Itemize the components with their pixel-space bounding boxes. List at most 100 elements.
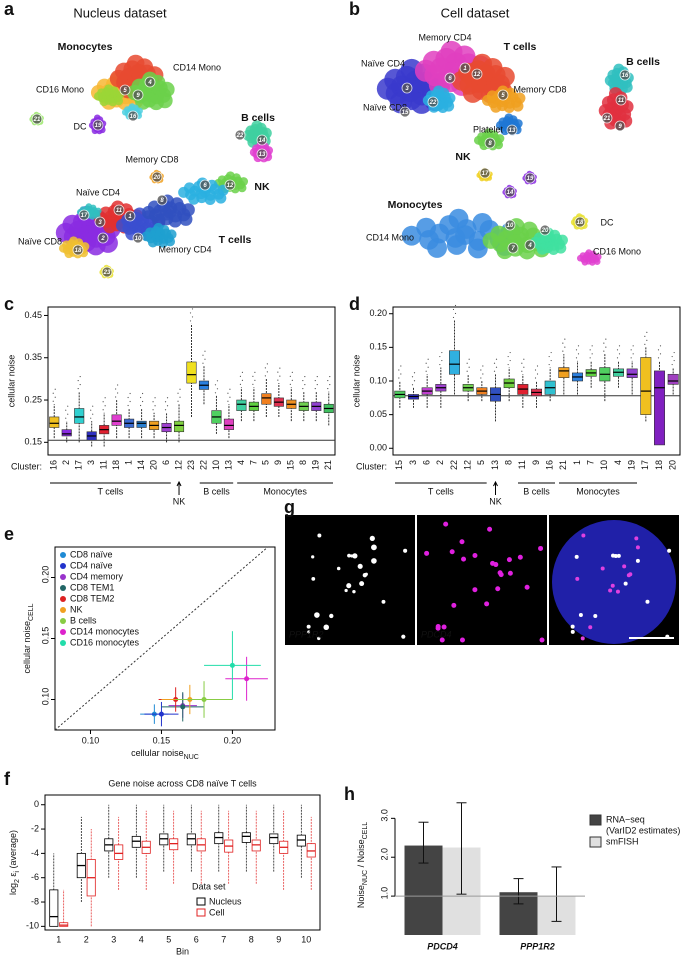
cluster-badge [256, 134, 268, 146]
x-tick-label: 13 [223, 460, 233, 470]
x-tick-label: 2 [84, 934, 89, 944]
smfish-dot [507, 570, 513, 576]
x-tick-label: 6 [194, 934, 199, 944]
smfish-dot [311, 555, 315, 559]
smfish-dot [443, 521, 449, 527]
cluster-badge [101, 266, 113, 278]
cluster-label: 21 [33, 117, 41, 123]
group-label: NK [254, 181, 270, 193]
group-label: NK [455, 151, 471, 163]
outlier-dot [425, 370, 427, 372]
x-tick-label: 17 [640, 460, 650, 470]
cell-dots [103, 220, 117, 234]
outlier-dot [67, 405, 69, 407]
panel-title: Nucleus dataset [73, 5, 167, 20]
outlier-dot [102, 401, 104, 403]
cell-dots [64, 249, 74, 259]
outlier-dot [575, 357, 578, 359]
outlier-dot [239, 383, 242, 385]
cluster-label: 6 [448, 76, 452, 82]
smfish-dot [352, 589, 356, 594]
outlier-dot [657, 357, 660, 359]
point [201, 697, 207, 702]
smfish-dot [616, 553, 621, 558]
cluster-badge [94, 216, 106, 228]
outlier-dot [618, 353, 621, 355]
outlier-dot [179, 396, 181, 398]
outlier-dot [630, 349, 632, 351]
smfish-dot [435, 625, 441, 631]
outlier-dot [141, 392, 144, 395]
legend-label: smFISH [606, 836, 639, 846]
smfish-dot [350, 554, 354, 558]
y-tick-label: 0 [34, 799, 39, 809]
outlier-dot [400, 365, 402, 367]
outlier-dot [646, 339, 648, 341]
outlier-dot [266, 363, 268, 365]
axis-label: log2 εi (average) [8, 830, 21, 895]
outlier-dot [115, 388, 117, 390]
cell-dots [581, 259, 589, 266]
cluster-label: 3 [98, 220, 102, 226]
smfish-dot [628, 572, 633, 577]
cell-dots [251, 120, 263, 132]
cell-dots [482, 94, 494, 106]
box [136, 420, 147, 428]
cluster-badge [507, 242, 519, 254]
outlier-dot [152, 409, 154, 411]
outlier-dot [398, 377, 400, 379]
smfish-dot [570, 629, 575, 634]
x-tick-label: 7 [248, 460, 258, 465]
panel: Nucleus dataset Monocytes B cells NK T cells… [4, 0, 275, 279]
outlier-dot [507, 363, 509, 366]
outlier-dot [329, 383, 331, 386]
outlier-dot [548, 363, 550, 366]
cluster-label: 12 [474, 72, 481, 78]
box [449, 350, 460, 375]
y-tick-label: -6 [31, 872, 39, 882]
outlier-dot [216, 388, 219, 390]
smfish-dot [497, 570, 503, 576]
group-label: Monocytes [58, 41, 113, 53]
panel-letter: a [4, 0, 15, 19]
label-part: ε [8, 873, 18, 880]
legend-label: Cell [209, 907, 225, 917]
group-label: T cells [97, 486, 123, 496]
group-label: B cells [626, 56, 660, 68]
smfish-dot [635, 558, 640, 563]
x-tick-label: 0.15 [153, 735, 171, 745]
legend-label: B cells [70, 615, 97, 625]
smfish-dot [524, 584, 530, 590]
legend-title: Data set [192, 881, 226, 891]
cell-dots [416, 217, 437, 238]
x-tick-label: 1 [56, 934, 61, 944]
box [640, 357, 652, 415]
x-tick-label: 17 [74, 460, 84, 470]
x-tick-label: 9 [276, 934, 281, 944]
outlier-dot [673, 351, 675, 354]
x-tick-label: 5 [476, 460, 486, 465]
outlier-dot [673, 359, 675, 362]
smfish-dot [352, 553, 358, 559]
outlier-dot [191, 308, 194, 310]
cell-dots [604, 74, 616, 86]
smfish-dot [346, 583, 352, 589]
group-label: Monocytes [388, 199, 443, 211]
axis-label: cellular noiseCELL [22, 603, 35, 673]
outlier-dot [550, 351, 552, 354]
outlier-dot [314, 379, 316, 382]
cluster-badge [78, 209, 90, 221]
cell-dots [585, 249, 593, 256]
outlier-dot [413, 372, 416, 374]
panel: 1.0 2.0 3.0 NoiseNUC / NoiseCELL RNA−seq(Var… [344, 784, 680, 952]
outlier-dot [289, 375, 291, 377]
smfish-dot [613, 553, 618, 558]
outlier-dot [65, 409, 67, 411]
panel-title: Cell dataset [441, 5, 510, 20]
point [158, 711, 164, 717]
smfish-dot [645, 599, 650, 604]
legend-swatch [60, 585, 66, 591]
nucleus-stain [552, 520, 676, 644]
